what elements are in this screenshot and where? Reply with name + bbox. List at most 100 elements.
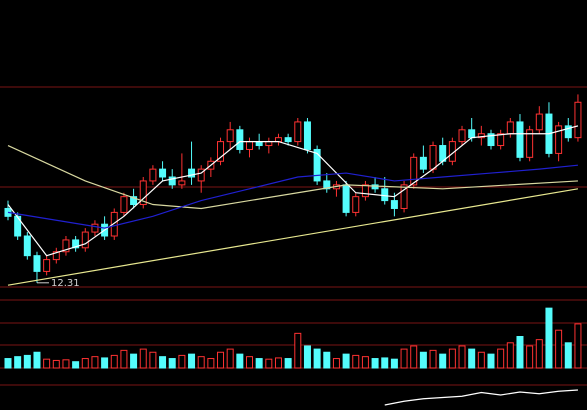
candle-body <box>43 259 51 272</box>
candle-body <box>159 168 167 178</box>
volume-bar <box>101 357 109 369</box>
volume-bar <box>419 351 427 369</box>
candle-body <box>371 184 379 190</box>
volume-bar <box>574 323 582 369</box>
candle-body <box>342 184 350 213</box>
volume-bar <box>110 354 118 369</box>
moving-average <box>7 125 579 257</box>
candle-body <box>284 137 292 143</box>
candle-body <box>130 196 138 206</box>
volume-bar <box>448 348 456 369</box>
candle-body <box>81 231 89 249</box>
volume-bar <box>226 348 234 369</box>
volume-bar <box>497 348 505 369</box>
candle-body <box>361 184 369 198</box>
volume-bar <box>72 361 80 369</box>
volume-bar <box>120 349 128 369</box>
volume-bar <box>400 348 408 369</box>
volume-bar <box>506 342 514 369</box>
volume-bar <box>255 358 263 369</box>
candle-body <box>429 145 437 170</box>
candle-body <box>72 239 80 249</box>
candle-body <box>178 180 186 186</box>
candle-body <box>468 129 476 139</box>
volume-bar <box>352 354 360 369</box>
candle-body <box>477 133 485 139</box>
moving-average <box>7 144 578 210</box>
volume-bar <box>564 342 572 369</box>
volume-bar <box>361 356 369 369</box>
candle-body <box>352 196 360 213</box>
candle-body <box>555 125 563 154</box>
volume-bar <box>429 349 437 369</box>
candle-body <box>217 141 225 162</box>
volume-bar <box>477 351 485 369</box>
volume-bar <box>303 345 311 369</box>
volume-bar <box>410 345 418 369</box>
candle-body <box>574 101 582 139</box>
volume-bar <box>516 336 524 369</box>
candle-body <box>62 239 70 253</box>
candle-body <box>168 176 176 186</box>
candle-body <box>110 211 118 237</box>
volume-bar <box>313 348 321 369</box>
volume-bar <box>14 356 22 369</box>
volume-bar <box>371 358 379 369</box>
annotation-label: 12.31 <box>51 278 80 289</box>
volume-bar <box>468 348 476 369</box>
volume-bar <box>81 358 89 369</box>
volume-bar <box>130 353 138 369</box>
volume-bar <box>43 358 51 369</box>
candle-body <box>188 168 196 178</box>
volume-bar <box>274 357 282 369</box>
volume-bar <box>52 359 60 369</box>
candle-body <box>139 180 147 206</box>
volume-bar <box>526 345 534 369</box>
candle-body <box>535 113 543 131</box>
candle-body <box>52 251 60 261</box>
candle-body <box>487 133 495 147</box>
volume-bar <box>207 358 215 369</box>
volume-bar <box>246 356 253 369</box>
candle-body <box>120 196 128 213</box>
volume-bar <box>545 307 553 369</box>
volume-bar <box>342 353 350 369</box>
candle-body <box>313 148 321 182</box>
candle-body <box>458 129 466 143</box>
volume-bar <box>555 329 563 369</box>
candle-body <box>303 121 311 150</box>
volume-bar <box>33 351 41 369</box>
volume-bar <box>159 356 167 369</box>
volume-bar <box>439 353 447 369</box>
moving-average <box>7 188 579 286</box>
volume-bar <box>197 356 205 369</box>
candle-body <box>226 129 234 143</box>
candle-body <box>410 156 418 186</box>
volume-bar <box>265 358 273 369</box>
candle-body <box>236 129 244 150</box>
candle-body <box>400 184 408 209</box>
indicator-line <box>384 389 578 406</box>
candle-body <box>419 156 427 170</box>
candle-body <box>91 223 99 233</box>
volume-bar <box>188 353 196 369</box>
volume-bar <box>178 354 186 369</box>
volume-bar <box>458 345 466 369</box>
candle-body <box>23 235 31 257</box>
volume-bar <box>217 351 225 369</box>
volume-bar <box>390 358 398 369</box>
volume-bar <box>139 348 147 369</box>
candle-body <box>516 121 524 158</box>
volume-bar <box>168 358 176 369</box>
candle-body <box>323 180 331 190</box>
volume-bar <box>284 358 292 369</box>
candle-body <box>294 121 302 143</box>
candle-body <box>506 121 514 135</box>
moving-average <box>7 164 579 229</box>
volume-bar <box>487 353 495 369</box>
volume-bar <box>381 357 389 369</box>
volume-bar <box>149 351 157 369</box>
volume-bar <box>323 351 331 369</box>
candle-body <box>149 168 157 182</box>
